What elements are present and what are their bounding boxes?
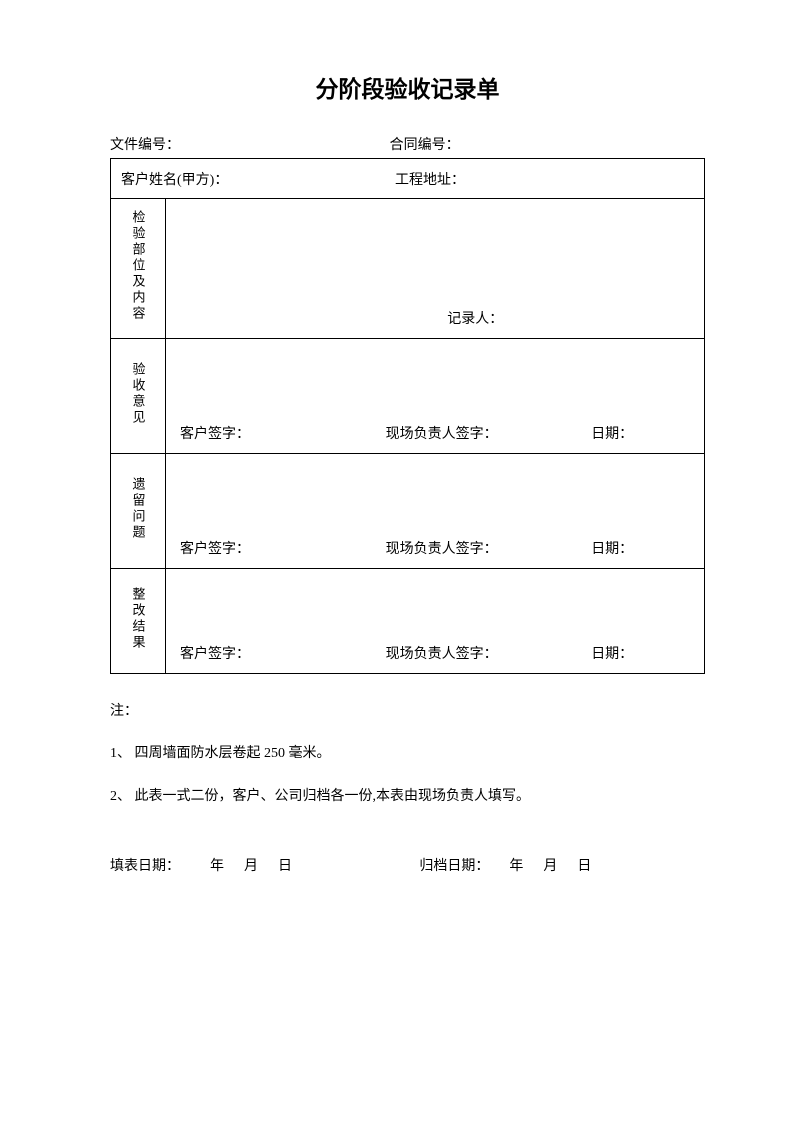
issues-content: 客户签字： 现场负责人签字： 日期：	[166, 454, 705, 569]
result-label: 整改结果	[129, 587, 148, 651]
issues-customer-sign: 客户签字：	[180, 538, 386, 558]
issues-row: 遗留问题 客户签字： 现场负责人签字： 日期：	[111, 454, 705, 569]
footer-dates: 填表日期：年月日 归档日期：年月日	[110, 855, 705, 875]
opinion-content: 客户签字： 现场负责人签字： 日期：	[166, 339, 705, 454]
issues-label: 遗留问题	[129, 477, 148, 541]
opinion-label: 验收意见	[129, 362, 148, 426]
result-row: 整改结果 客户签字： 现场负责人签字： 日期：	[111, 569, 705, 674]
result-customer-sign: 客户签字：	[180, 643, 386, 663]
opinion-manager-sign: 现场负责人签字：	[386, 423, 592, 443]
opinion-date-label: 日期：	[591, 423, 694, 443]
contract-number-label: 合同编号：	[390, 134, 705, 154]
project-address-label: 工程地址：	[395, 169, 704, 189]
notes-prefix: 注：	[110, 694, 705, 730]
inspection-label: 检验部位及内容	[129, 210, 148, 322]
result-manager-sign: 现场负责人签字：	[386, 643, 592, 663]
note-2: 2、 此表一式二份，客户、公司归档各一份,本表由现场负责人填写。	[110, 779, 705, 815]
issues-date-label: 日期：	[591, 538, 694, 558]
notes-section: 注： 1、 四周墙面防水层卷起 250 毫米。 2、 此表一式二份，客户、公司归…	[110, 694, 705, 815]
page-title: 分阶段验收记录单	[110, 70, 705, 104]
customer-name-label: 客户姓名(甲方)：	[121, 169, 395, 189]
info-row: 客户姓名(甲方)： 工程地址：	[111, 159, 705, 199]
recorder-label: 记录人：	[447, 308, 503, 328]
inspection-row: 检验部位及内容 记录人：	[111, 199, 705, 339]
doc-number-label: 文件编号：	[110, 134, 390, 154]
issues-manager-sign: 现场负责人签字：	[386, 538, 592, 558]
note-1: 1、 四周墙面防水层卷起 250 毫米。	[110, 736, 705, 772]
header-row: 文件编号： 合同编号：	[110, 134, 705, 154]
archive-date: 归档日期：年月日	[419, 855, 705, 875]
fill-date: 填表日期：年月日	[110, 855, 419, 875]
opinion-row: 验收意见 客户签字： 现场负责人签字： 日期：	[111, 339, 705, 454]
result-date-label: 日期：	[591, 643, 694, 663]
result-content: 客户签字： 现场负责人签字： 日期：	[166, 569, 705, 674]
acceptance-table: 客户姓名(甲方)： 工程地址： 检验部位及内容 记录人： 验收意见 客户签字： …	[110, 158, 705, 674]
opinion-customer-sign: 客户签字：	[180, 423, 386, 443]
inspection-content: 记录人：	[166, 199, 705, 339]
